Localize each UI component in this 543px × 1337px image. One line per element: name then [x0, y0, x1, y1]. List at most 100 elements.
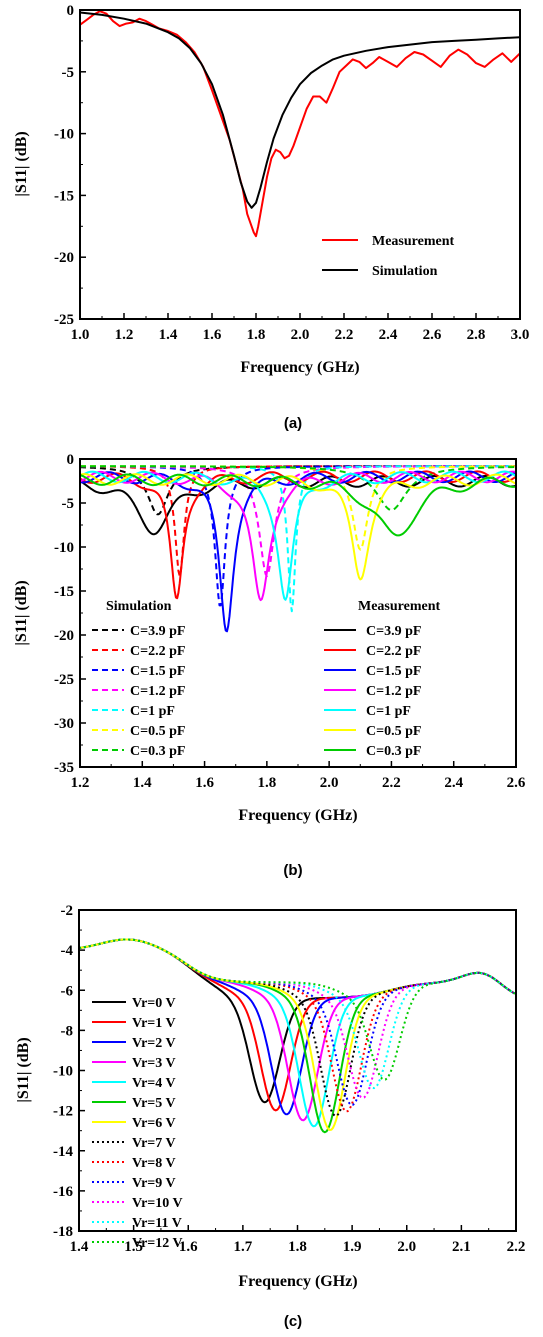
chart-b-ytick-label-4: -20 [54, 628, 74, 644]
chart-a-series-0 [80, 10, 520, 238]
chart-c-ytick-label-3: -8 [61, 1023, 74, 1039]
panel-label-c: (c) [284, 1313, 302, 1330]
chart-b-xtick-label-1: 1.4 [133, 775, 152, 791]
chart-a-xtick-label-8: 2.6 [423, 327, 442, 343]
chart-c-series-12 [79, 938, 516, 1081]
chart-a-xtick-label-5: 2.0 [291, 327, 310, 343]
chart-b-frame [79, 458, 517, 768]
chart-a-ytick-label-1: -5 [62, 65, 75, 81]
chart-c-xlabel: Frequency (GHz) [238, 1273, 357, 1290]
chart-c-xtick-label-4: 1.8 [288, 1239, 307, 1255]
chart-a-ytick-label-4: -20 [54, 250, 74, 266]
chart-b: 1.2 1.4 1.6 1.8 2.0 2.2 2.4 2.6 0 -5 -10 -15 -20 -25 -… [13, 452, 526, 879]
chart-c-ytick-label-8: -18 [53, 1224, 73, 1240]
chart-c-xtick-label-3: 1.7 [234, 1239, 253, 1255]
legend-c-label-10: Vr=10 V [132, 1196, 183, 1211]
chart-b-xtick-label-0: 1.2 [71, 775, 90, 791]
legend-c-label-3: Vr=3 V [132, 1056, 176, 1071]
chart-a-xtick-label-4: 1.8 [247, 327, 266, 343]
legend-a-label-1: Simulation [372, 264, 438, 279]
chart-c-xtick-label-0: 1.4 [70, 1239, 89, 1255]
chart-b-ytick-label-7: -35 [54, 760, 74, 776]
chart-a-ytick-label-3: -15 [54, 188, 74, 204]
chart-c-xtick-label-1: 1.5 [124, 1239, 143, 1255]
legend-c-label-0: Vr=0 V [132, 996, 176, 1011]
chart-b-legend: C=3.9 pF C=2.2 pF C=1.5 pF C=1.2 pF C=1 pF C=… [92, 624, 421, 759]
chart-c-ylabel: |S11| (dB) [15, 1037, 32, 1102]
chart-a-legend: Measurement Simulation [322, 234, 454, 279]
chart-a-frame [79, 9, 521, 320]
chart-c-ytick-label-2: -6 [61, 983, 74, 999]
chart-b-xlabel: Frequency (GHz) [238, 807, 357, 824]
chart-c-xtick-label-6: 2.0 [397, 1239, 416, 1255]
chart-b-xtick-label-5: 2.2 [382, 775, 401, 791]
chart-c-xtick-label-2: 1.6 [179, 1239, 198, 1255]
chart-c-ytick-label-7: -16 [53, 1184, 73, 1200]
legend-c-label-11: Vr=11 V [132, 1216, 182, 1231]
chart-b-ytick-label-3: -15 [54, 584, 74, 600]
chart-b-ylabel: |S11| (dB) [13, 580, 30, 645]
chart-b-ytick-label-0: 0 [67, 452, 75, 468]
legend-b-sim-label-6: C=0.3 pF [130, 744, 185, 759]
chart-c-ytick-label-0: -2 [61, 903, 74, 919]
legend-b-title-measurement: Measurement [358, 599, 440, 614]
legend-c-label-12: Vr=12 V [132, 1236, 183, 1251]
legend-b-sim-label-4: C=1 pF [130, 704, 175, 719]
legend-b-sim-label-2: C=1.5 pF [130, 664, 185, 679]
legend-b-mea-label-3: C=1.2 pF [366, 684, 421, 699]
chart-c-ytick-label-6: -14 [53, 1144, 73, 1160]
legend-c-label-2: Vr=2 V [132, 1036, 176, 1051]
chart-c-xtick-label-8: 2.2 [507, 1239, 526, 1255]
chart-a-series-1 [80, 11, 520, 209]
chart-a-xtick-label-7: 2.4 [379, 327, 398, 343]
chart-a-xtick-label-10: 3.0 [511, 327, 530, 343]
chart-b-xtick-label-2: 1.6 [195, 775, 214, 791]
chart-c-ytick-label-1: -4 [61, 943, 74, 959]
legend-c-label-9: Vr=9 V [132, 1176, 176, 1191]
chart-a-xtick-label-9: 2.8 [467, 327, 486, 343]
chart-b-xtick-label-4: 2.0 [320, 775, 339, 791]
legend-b-mea-label-2: C=1.5 pF [366, 664, 421, 679]
chart-a-xtick-label-1: 1.2 [115, 327, 134, 343]
chart-a-xtick-label-3: 1.6 [203, 327, 222, 343]
chart-a-ylabel: |S11| (dB) [13, 131, 30, 196]
chart-b-xtick-label-6: 2.4 [444, 775, 463, 791]
legend-b-sim-label-5: C=0.5 pF [130, 724, 185, 739]
chart-c-frame [78, 909, 517, 1232]
chart-b-series-12 [80, 473, 516, 581]
chart-b-ytick-label-5: -25 [54, 672, 74, 688]
chart-b-series-2 [80, 465, 516, 607]
chart-a-xlabel: Frequency (GHz) [240, 359, 359, 376]
chart-c-ytick-label-4: -10 [53, 1064, 73, 1080]
chart-b-ytick-label-6: -30 [54, 716, 74, 732]
legend-b-mea-label-4: C=1 pF [366, 704, 411, 719]
chart-c-xtick-label-5: 1.9 [343, 1239, 362, 1255]
legend-c-label-4: Vr=4 V [132, 1076, 176, 1091]
legend-b-mea-label-1: C=2.2 pF [366, 644, 421, 659]
legend-b-mea-label-6: C=0.3 pF [366, 744, 421, 759]
legend-b-title-simulation: Simulation [106, 599, 172, 614]
panel-label-a: (a) [284, 415, 302, 432]
chart-b-series-13 [80, 473, 516, 537]
legend-b-mea-label-5: C=0.5 pF [366, 724, 421, 739]
chart-b-xtick-label-3: 1.8 [257, 775, 276, 791]
legend-c-label-8: Vr=8 V [132, 1156, 176, 1171]
chart-c-ytick-label-5: -12 [53, 1104, 73, 1120]
legend-c-label-7: Vr=7 V [132, 1136, 176, 1151]
chart-b-ytick-label-1: -5 [62, 496, 75, 512]
chart-b-series-6 [80, 465, 516, 511]
chart-c: 1.4 1.5 1.6 1.7 1.8 1.9 2.0 2.1 2.2 -2 -4 -6 -8 -10 -1… [15, 903, 525, 1330]
chart-a: 1.0 1.2 1.4 1.6 1.8 2.0 2.2 2.4 2.6 2.8 3.0 0 -5 -10 -… [13, 3, 529, 432]
chart-b-xtick-label-7: 2.6 [507, 775, 526, 791]
legend-b-sim-label-3: C=1.2 pF [130, 684, 185, 699]
legend-c-label-6: Vr=6 V [132, 1116, 176, 1131]
chart-b-series-4 [80, 465, 516, 613]
chart-a-xtick-label-0: 1.0 [71, 327, 90, 343]
chart-c-legend: Vr=0 V Vr=1 V Vr=2 V Vr=3 V Vr=4 V Vr=5 V Vr=6… [92, 996, 183, 1251]
legend-c-label-5: Vr=5 V [132, 1096, 176, 1111]
legend-a-label-0: Measurement [372, 234, 454, 249]
legend-b-sim-label-1: C=2.2 pF [130, 644, 185, 659]
panel-label-b: (b) [283, 862, 302, 879]
legend-c-label-1: Vr=1 V [132, 1016, 176, 1031]
